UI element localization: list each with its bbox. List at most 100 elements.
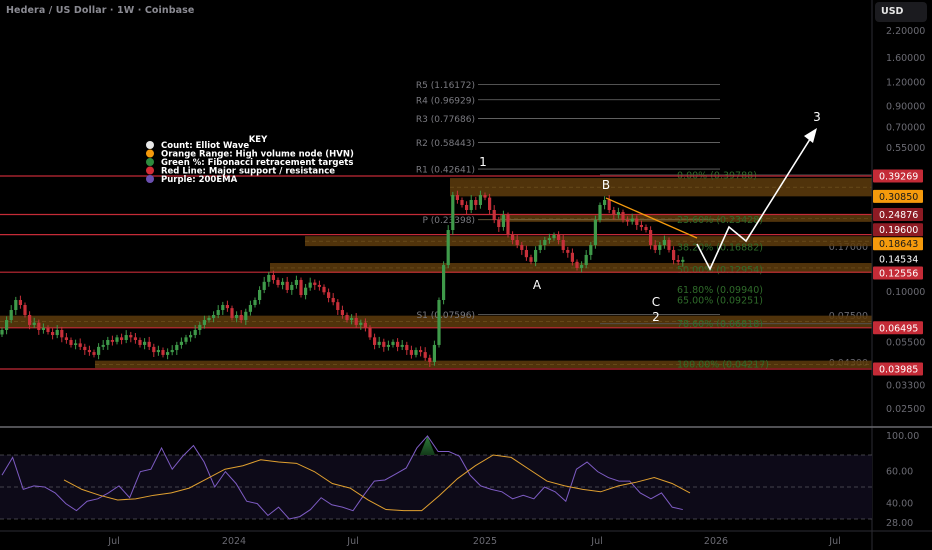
candle-body (239, 314, 243, 321)
candle-body (373, 337, 377, 345)
candle-body (515, 239, 519, 246)
candle-body (285, 281, 289, 290)
candle-body (474, 199, 478, 205)
candle-body (235, 314, 239, 318)
candle-body (331, 297, 335, 303)
key-dot-icon (146, 158, 154, 166)
rsi-ma-line (63, 454, 691, 512)
candle-body (644, 227, 648, 231)
candle-body (55, 329, 59, 336)
candle-body (386, 344, 390, 347)
key-item: Purple: 200EMA (161, 175, 238, 185)
candle-body (9, 310, 13, 321)
candle-body (92, 352, 96, 355)
candle-body (290, 284, 294, 290)
pivot-label: R3 (0.77686) (416, 115, 475, 125)
y-axis-tick-label: 1.20000 (886, 77, 925, 88)
y-axis-tick-label: 0.10000 (886, 287, 925, 298)
candle-body (483, 194, 487, 198)
price-tag (873, 362, 923, 376)
candle-body (313, 282, 317, 285)
candle-body (46, 327, 50, 332)
price-tag-label: 0.14534 (879, 255, 918, 266)
candle-body (400, 344, 404, 347)
candle-body (529, 257, 533, 262)
fib-label: 23.60% (0.23428) (677, 215, 763, 226)
y-axis-tick-label: 0.02500 (886, 404, 925, 415)
candle-body (667, 239, 671, 250)
chart-title: Hedera / US Dollar · 1W · Coinbase (6, 5, 195, 16)
candle-body (382, 341, 386, 347)
candle-body (368, 327, 372, 338)
candle-body (363, 322, 367, 328)
candle-body (28, 314, 32, 325)
price-tag-label: 0.39269 (879, 172, 918, 183)
key-item: Orange Range: High volume node (HVN) (161, 150, 354, 160)
candle-body (658, 245, 662, 250)
price-tag (873, 237, 923, 251)
candle-body (437, 299, 441, 345)
time-axis-tick-label: 2025 (473, 536, 497, 547)
candle-body (170, 350, 174, 353)
candle-body (520, 245, 524, 250)
candle-body (221, 305, 225, 311)
candle-body (184, 337, 188, 342)
candle-body (566, 249, 570, 253)
candle-body (87, 350, 91, 353)
candle-body (580, 265, 584, 268)
key-item: Red Line: Major support / resistance (161, 167, 335, 177)
candle-body (557, 235, 561, 240)
candle-body (511, 235, 515, 240)
candle-body (115, 337, 119, 342)
candle-body (561, 239, 565, 250)
candle-body (423, 352, 427, 358)
y-axis-tick-label: 0.05500 (886, 337, 925, 348)
candle-body (598, 204, 602, 220)
candle-body (662, 239, 666, 246)
candle-body (354, 317, 358, 325)
candle-body (451, 194, 455, 231)
candle-body (207, 317, 211, 321)
descending-trendline (605, 197, 698, 239)
pivot-label: R4 (0.96929) (416, 96, 475, 106)
candles (0, 190, 685, 367)
candle-body (460, 199, 464, 205)
candle-body (391, 341, 395, 345)
fib-label: 61.80% (0.09940) (677, 285, 763, 296)
candle-body (202, 320, 206, 325)
candle-body (258, 289, 262, 300)
candle-body (97, 346, 101, 355)
price-tag (873, 266, 923, 280)
candle-body (225, 305, 229, 309)
candle-body (161, 350, 165, 355)
price-tag-label: 0.06495 (879, 323, 918, 334)
candle-body (589, 245, 593, 255)
y-axis-tick-label: 0.03300 (886, 380, 925, 391)
key-dot-icon (146, 149, 154, 158)
candle-body (317, 284, 321, 287)
candle-body (308, 282, 312, 288)
candle-body (405, 344, 409, 351)
candle-body (32, 322, 36, 325)
candle-body (538, 245, 542, 250)
wave-label: B (602, 178, 610, 192)
candle-body (83, 346, 87, 351)
candle-body (124, 335, 128, 341)
candle-body (672, 249, 676, 260)
pivot-label: R5 (1.16172) (416, 81, 475, 91)
currency-selector[interactable]: USD (875, 2, 927, 22)
candle-body (428, 357, 432, 363)
candle-body (64, 337, 68, 341)
candle-body (60, 329, 64, 338)
candle-body (110, 340, 114, 342)
candle-body (5, 320, 9, 330)
candle-body (630, 218, 634, 222)
time-axis-tick-label: Jul (828, 536, 840, 547)
price-tag (873, 252, 923, 266)
candle-body (322, 286, 326, 293)
rsi-axis-tick-label: 40.00 (886, 499, 913, 510)
candle-body (497, 219, 501, 228)
candle-body (166, 352, 170, 355)
pivot-label: P (0.23398) (422, 216, 475, 226)
